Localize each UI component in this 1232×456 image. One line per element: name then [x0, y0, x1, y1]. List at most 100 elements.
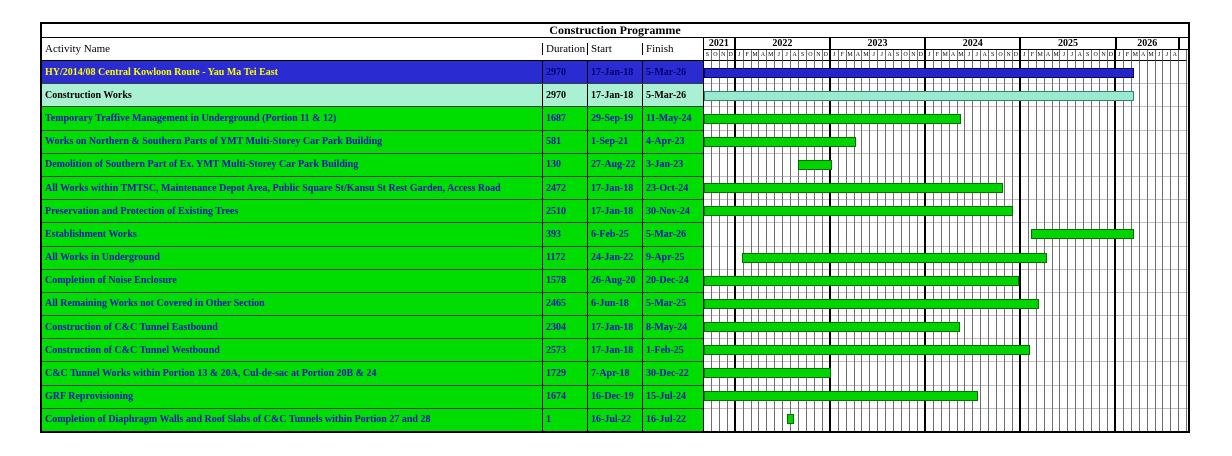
- month-label: J: [735, 50, 744, 61]
- month-gridline: [862, 61, 871, 431]
- finish-date: 30-Dec-22: [642, 362, 703, 385]
- month-gridline: [989, 61, 998, 431]
- month-gridline: [791, 61, 800, 431]
- gantt-row: [704, 386, 1188, 409]
- month-label: M: [751, 50, 760, 61]
- month-gridline: [704, 61, 712, 431]
- month-gridline: [720, 61, 728, 431]
- year-label: 2026: [1116, 38, 1181, 50]
- duration-value: 2510: [542, 200, 587, 223]
- month-label: N: [1100, 50, 1109, 61]
- table-row: Establishment Works 393 6-Feb-25 5-Mar-26: [42, 223, 703, 247]
- month-label: M: [957, 50, 966, 61]
- month-label: M: [1052, 50, 1061, 61]
- start-date: 16-Jul-22: [587, 408, 642, 431]
- table-row: Construction Works 2970 17-Jan-18 5-Mar-26: [42, 84, 703, 108]
- month-gridline: [1163, 61, 1172, 431]
- month-gridline: [736, 61, 744, 431]
- gantt-row: [704, 177, 1188, 201]
- month-label: J: [1115, 50, 1124, 61]
- month-gridline: [1124, 61, 1132, 431]
- finish-date: 4-Apr-23: [642, 130, 703, 153]
- activity-name: Preservation and Protection of Existing …: [45, 205, 239, 217]
- month-label: J: [965, 50, 974, 61]
- activity-name: GRF Reprovisioning: [45, 391, 134, 403]
- start-date: 17-Jan-18: [587, 176, 642, 200]
- month-gridline: [902, 61, 910, 431]
- month-gridline: [839, 61, 847, 431]
- month-label: D: [727, 50, 736, 61]
- construction-programme-table: Construction Programme Activity Name Dur…: [40, 22, 1190, 433]
- finish-date: 9-Apr-25: [642, 246, 703, 269]
- month-gridline: [807, 61, 815, 431]
- month-gridline: [981, 61, 990, 431]
- month-gridline: [1029, 61, 1037, 431]
- column-header-row: Activity Name Duration Start Finish: [42, 38, 703, 61]
- month-label: F: [838, 50, 847, 61]
- month-gridline: [728, 61, 736, 431]
- duration-value: 2304: [542, 316, 587, 339]
- table-row: HY/2014/08 Central Kowloon Route - Yau M…: [42, 61, 703, 85]
- month-label: J: [878, 50, 887, 61]
- activity-name: HY/2014/08 Central Kowloon Route - Yau M…: [45, 66, 278, 78]
- gantt-row: [704, 61, 1188, 85]
- gantt-bar: [787, 414, 795, 425]
- month-gridline: [783, 61, 792, 431]
- finish-date: 5-Mar-26: [642, 61, 703, 84]
- finish-date: 23-Oct-24: [642, 176, 703, 200]
- month-label: O: [806, 50, 815, 61]
- activity-name: All Works within TMTSC, Maintenance Depo…: [45, 182, 501, 194]
- activity-name: Completion of Noise Enclosure: [45, 275, 177, 287]
- month-gridline: [1013, 61, 1021, 431]
- month-label: [1179, 50, 1188, 61]
- table-main: Activity Name Duration Start Finish HY/2…: [42, 38, 1188, 431]
- duration-value: 2472: [542, 176, 587, 200]
- gantt-row: [704, 270, 1188, 293]
- activity-name: Works on Northern & Southern Parts of YM…: [45, 136, 383, 148]
- month-label: J: [1155, 50, 1164, 61]
- finish-date: 5-Mar-26: [642, 84, 703, 107]
- table-row: Construction of C&C Tunnel Eastbound 2304…: [42, 316, 703, 340]
- month-gridline: [1021, 61, 1029, 431]
- table-row: Demolition of Southern Part of Ex. YMT M…: [42, 153, 703, 177]
- month-label: M: [1147, 50, 1156, 61]
- finish-date: 3-Jan-23: [642, 153, 703, 176]
- month-label: D: [917, 50, 926, 61]
- month-gridline: [926, 61, 934, 431]
- finish-date: 20-Dec-24: [642, 269, 703, 292]
- month-gridline: [870, 61, 879, 431]
- month-gridline: [997, 61, 1006, 431]
- start-date: 17-Jan-18: [587, 84, 642, 107]
- finish-date: 1-Feb-25: [642, 339, 703, 362]
- finish-date: 30-Nov-24: [642, 200, 703, 223]
- duration-value: 1172: [542, 246, 587, 269]
- year-label: 2025: [1021, 38, 1117, 50]
- gantt-row-stripes: [704, 61, 1188, 431]
- month-gridline: [1116, 61, 1124, 431]
- month-label: A: [886, 50, 895, 61]
- month-label: A: [854, 50, 863, 61]
- activity-name: Demolition of Southern Part of Ex. YMT M…: [45, 159, 359, 171]
- month-label: F: [743, 50, 752, 61]
- start-date: 17-Jan-18: [587, 200, 642, 223]
- table-row: Construction of C&C Tunnel Westbound 2573…: [42, 339, 703, 363]
- month-gridline: [1148, 61, 1156, 431]
- start-date: 29-Sep-19: [587, 107, 642, 130]
- month-label: S: [799, 50, 807, 61]
- table-row: Preservation and Protection of Existing …: [42, 200, 703, 224]
- month-label: M: [862, 50, 871, 61]
- month-gridline: [1171, 61, 1180, 431]
- year-row-filler: [1180, 38, 1188, 50]
- duration-value: 393: [542, 223, 587, 246]
- month-label: A: [949, 50, 958, 61]
- gantt-row: [704, 107, 1188, 131]
- month-gridline: [1005, 61, 1013, 431]
- gantt-bar: [704, 391, 978, 402]
- month-label: M: [767, 50, 776, 61]
- month-gridline: [1140, 61, 1148, 431]
- finish-date: 5-Mar-25: [642, 292, 703, 316]
- month-label: N: [719, 50, 728, 61]
- month-gridline: [934, 61, 942, 431]
